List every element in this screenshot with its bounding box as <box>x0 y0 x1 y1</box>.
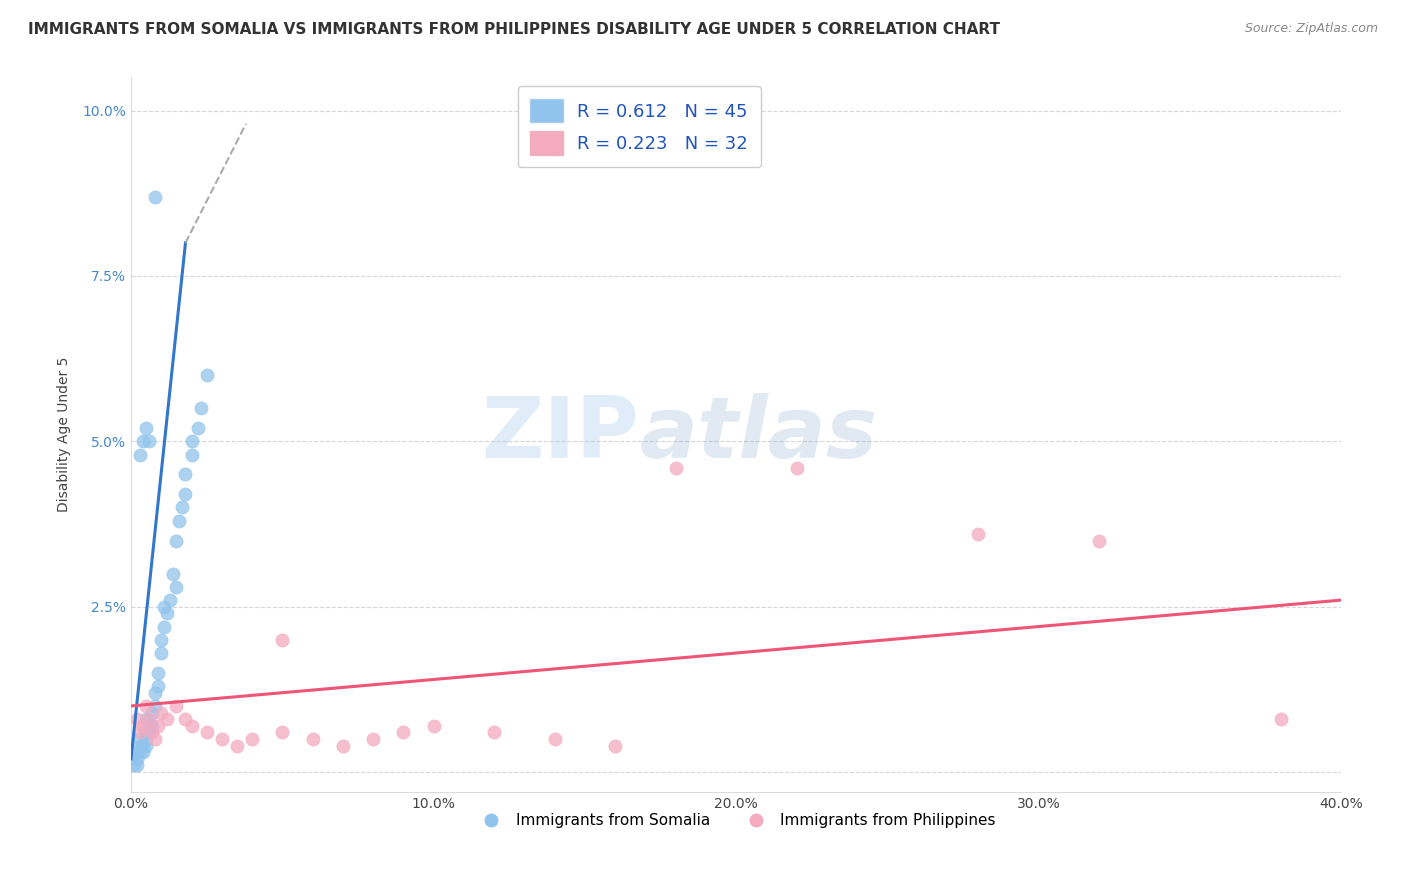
Point <box>190 401 212 416</box>
Point <box>225 739 247 753</box>
Point <box>392 725 415 739</box>
Point <box>129 745 152 759</box>
Point <box>138 712 160 726</box>
Point <box>301 732 323 747</box>
Text: ZIP: ZIP <box>481 393 640 476</box>
Text: atlas: atlas <box>640 393 877 476</box>
Point <box>148 719 170 733</box>
Point <box>195 725 218 739</box>
Point <box>129 739 152 753</box>
Point <box>482 725 505 739</box>
Point <box>165 533 187 548</box>
Point <box>156 607 179 621</box>
Point <box>543 732 565 747</box>
Point <box>1088 533 1111 548</box>
Point <box>156 712 179 726</box>
Text: Source: ZipAtlas.com: Source: ZipAtlas.com <box>1244 22 1378 36</box>
Point <box>143 189 166 203</box>
Point <box>150 646 173 660</box>
Point <box>169 514 191 528</box>
Point <box>165 698 187 713</box>
Point <box>138 719 160 733</box>
Point <box>148 679 170 693</box>
Legend: Immigrants from Somalia, Immigrants from Philippines: Immigrants from Somalia, Immigrants from… <box>470 807 1002 834</box>
Point <box>162 566 184 581</box>
Point <box>1270 712 1292 726</box>
Point <box>125 752 148 766</box>
Point <box>240 732 263 747</box>
Point <box>180 434 202 449</box>
Point <box>143 732 166 747</box>
Point <box>174 712 197 726</box>
Y-axis label: Disability Age Under 5: Disability Age Under 5 <box>58 357 72 512</box>
Point <box>138 434 160 449</box>
Point <box>141 719 163 733</box>
Point <box>361 732 384 747</box>
Point <box>664 460 686 475</box>
Point <box>150 706 173 720</box>
Point <box>332 739 354 753</box>
Point <box>165 580 187 594</box>
Point <box>122 758 145 772</box>
Point <box>143 686 166 700</box>
Point <box>125 745 148 759</box>
Point <box>135 739 157 753</box>
Point <box>603 739 626 753</box>
Point <box>187 421 209 435</box>
Point <box>135 732 157 747</box>
Point <box>132 745 155 759</box>
Point <box>125 758 148 772</box>
Point <box>135 698 157 713</box>
Point <box>141 725 163 739</box>
Point <box>129 732 152 747</box>
Point <box>122 752 145 766</box>
Point <box>180 448 202 462</box>
Point <box>125 712 148 726</box>
Point <box>135 421 157 435</box>
Point <box>967 527 990 541</box>
Point <box>174 487 197 501</box>
Point <box>150 632 173 647</box>
Point <box>148 665 170 680</box>
Point <box>132 719 155 733</box>
Point <box>271 632 294 647</box>
Point <box>135 725 157 739</box>
Point <box>138 725 160 739</box>
Point <box>174 467 197 482</box>
Point <box>786 460 808 475</box>
Point <box>129 725 152 739</box>
Point <box>132 434 155 449</box>
Point <box>159 593 181 607</box>
Point <box>141 706 163 720</box>
Point <box>143 698 166 713</box>
Point <box>172 500 194 515</box>
Point <box>195 368 218 383</box>
Point <box>129 448 152 462</box>
Point <box>180 719 202 733</box>
Point <box>153 619 176 633</box>
Point <box>211 732 233 747</box>
Point <box>153 599 176 614</box>
Point <box>135 712 157 726</box>
Point <box>422 719 444 733</box>
Point <box>271 725 294 739</box>
Text: IMMIGRANTS FROM SOMALIA VS IMMIGRANTS FROM PHILIPPINES DISABILITY AGE UNDER 5 CO: IMMIGRANTS FROM SOMALIA VS IMMIGRANTS FR… <box>28 22 1000 37</box>
Point <box>132 739 155 753</box>
